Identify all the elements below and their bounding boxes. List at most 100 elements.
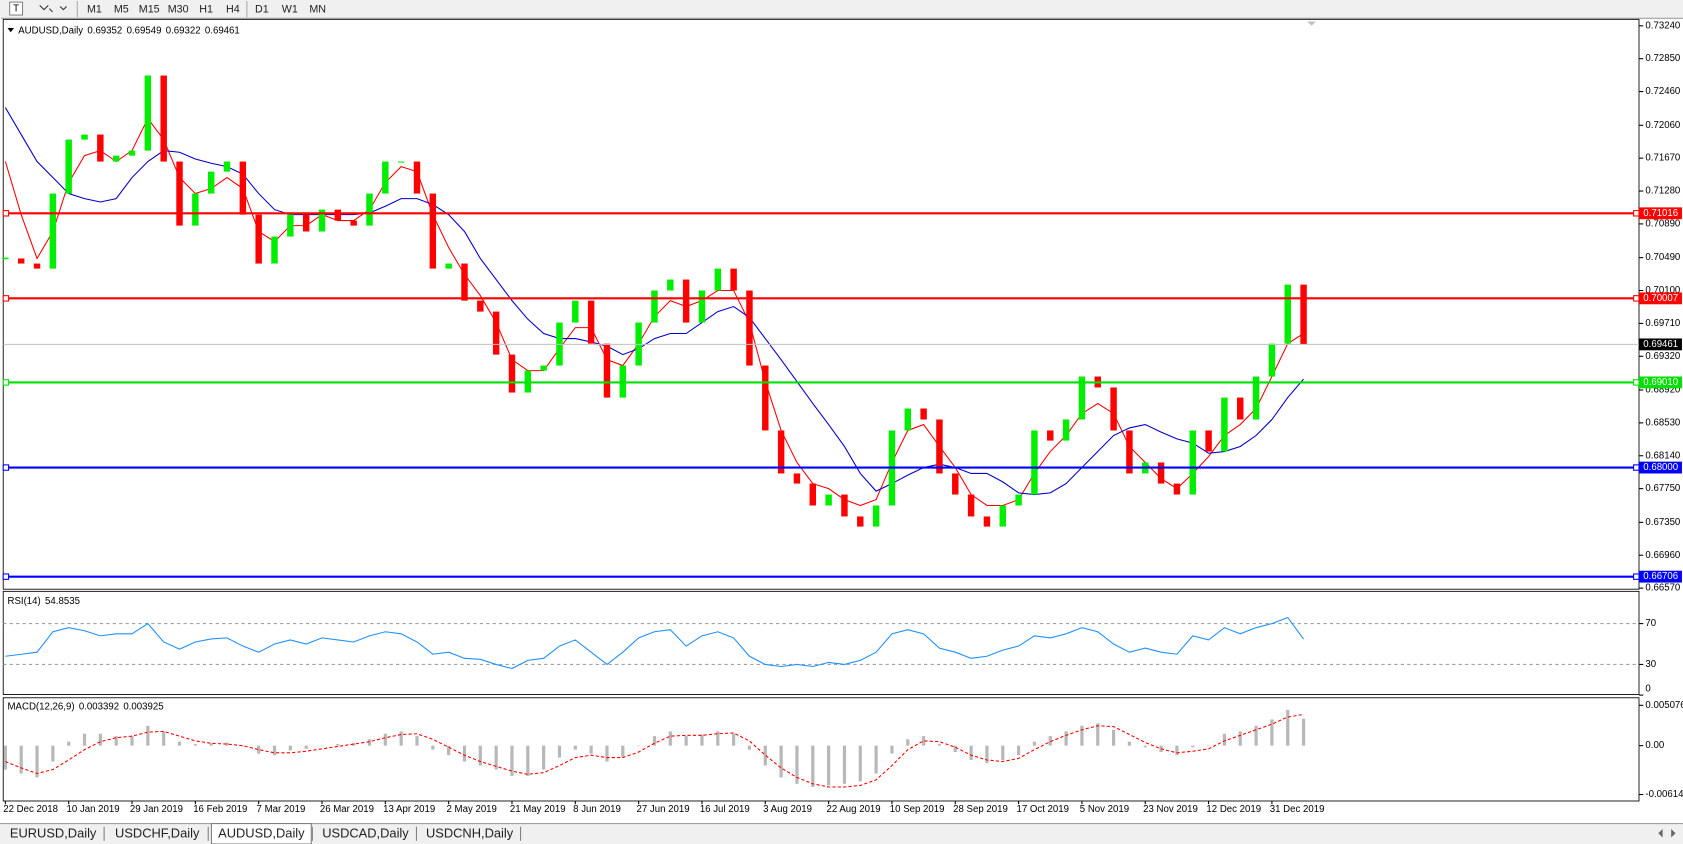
macd-bar [890,745,894,754]
timeframe-button[interactable]: M5 [114,4,129,16]
tab-scroll-arrows[interactable] [1658,828,1676,838]
candle [461,263,468,301]
x-tick-label: 8 Jun 2019 [573,804,621,815]
macd-bar [177,741,182,746]
timeframe-label[interactable]: M15 [139,4,160,16]
candle [603,343,611,398]
candle [508,354,516,393]
macd-bar [779,745,783,778]
candle [714,268,722,291]
timeframe-button[interactable]: W1 [282,4,298,16]
arrow-tool-icon[interactable] [39,4,67,13]
tab-background[interactable] [419,825,520,843]
symbol-tab[interactable]: USDCAD,Daily [315,825,417,843]
y-tick-label: 0.005076 [1645,700,1683,711]
tab-label[interactable]: USDCNH,Daily [426,826,514,841]
level-handle[interactable] [2,295,10,302]
symbol-tab[interactable]: USDCHF,Daily [107,825,209,843]
candle [1126,430,1133,474]
x-tick-label: 10 Jan 2019 [67,804,120,815]
macd-bar [288,745,292,751]
timeframe-button[interactable]: H1 [199,4,213,16]
candle [160,75,167,162]
candle [1252,376,1260,420]
symbol-tab[interactable]: USDCNH,Daily [419,825,522,843]
macd-bar [367,739,372,746]
candle [777,430,785,474]
level-handle[interactable] [1633,295,1640,302]
level-handle[interactable] [2,573,10,580]
y-tick-label: 0.72850 [1645,53,1680,64]
timeframe-button[interactable]: H4 [226,4,240,16]
candle [651,290,658,323]
x-tick-label: 16 Jul 2019 [700,804,750,815]
timeframe-button[interactable]: M15 [139,4,160,16]
x-tick-label: 10 Sep 2019 [890,804,945,815]
level-handle[interactable] [1633,210,1640,217]
timeframe-label[interactable]: M5 [114,4,129,16]
macd-bar [1206,745,1211,747]
candle [1173,483,1181,495]
symbol-tab[interactable]: AUDUSD,Daily [210,823,313,844]
timeframe-label[interactable]: W1 [282,4,298,16]
symbol-tab[interactable]: EURUSD,Daily [3,825,105,843]
level-handle[interactable] [2,464,10,471]
level-handle[interactable] [1633,573,1640,580]
tab-label[interactable]: USDCAD,Daily [322,826,409,841]
timeframe-button[interactable]: MN [309,4,326,16]
x-tick-label: 12 Dec 2019 [1206,804,1261,815]
candle [144,75,152,151]
candle [65,139,72,194]
candle [223,161,231,172]
x-tick-label: 17 Oct 2019 [1016,804,1069,815]
level-handle[interactable] [1633,379,1640,386]
timeframe-label[interactable]: H4 [226,4,240,16]
timeframe-label[interactable]: D1 [255,4,269,16]
timeframe-button[interactable]: M1 [87,4,102,16]
tab-background[interactable] [210,823,312,844]
tab-label[interactable]: EURUSD,Daily [10,826,97,841]
candle [334,209,342,221]
tab-background[interactable] [107,825,208,843]
candle [1300,284,1307,345]
candle [904,408,911,431]
macd-bar [193,744,197,746]
y-tick-label: 0.68920 [1645,385,1680,396]
y-tick-label: 30 [1645,659,1656,670]
candle [33,263,41,269]
macd-bar [953,745,957,753]
macd-bar [320,745,324,747]
macd-bar [542,745,546,770]
macd-bar [1222,733,1227,746]
timeframe-label[interactable]: H1 [199,4,213,16]
timeframe-label[interactable]: M30 [168,4,189,16]
timeframe-button[interactable]: D1 [255,4,269,16]
macd-bar [1286,709,1290,746]
x-tick-label: 22 Dec 2018 [3,804,58,815]
timeframe-label[interactable]: M1 [87,4,102,16]
tab-background[interactable] [3,825,104,843]
candle [1047,430,1054,441]
level-handle[interactable] [2,379,10,386]
y-tick-label: 0.71280 [1645,186,1680,197]
header-arrow [7,27,14,33]
tab-label[interactable]: AUDUSD,Daily [218,826,305,841]
candle [1031,430,1038,495]
text-tool-icon[interactable] [9,1,24,16]
candle [255,214,262,264]
tab-label[interactable]: USDCHF,Daily [115,826,200,841]
macd-bar [858,745,862,782]
macd-bar [98,733,102,746]
candle [999,505,1006,527]
macd-bar [906,739,910,746]
tab-background[interactable] [315,825,416,843]
timeframe-label[interactable]: MN [309,4,326,16]
level-handle[interactable] [1633,464,1640,471]
candle [936,419,943,474]
macd-bar [652,736,657,746]
x-tick-label: 31 Dec 2019 [1270,804,1325,815]
timeframe-button[interactable]: M30 [168,4,189,16]
candle [445,263,452,269]
level-handle[interactable] [2,210,10,217]
